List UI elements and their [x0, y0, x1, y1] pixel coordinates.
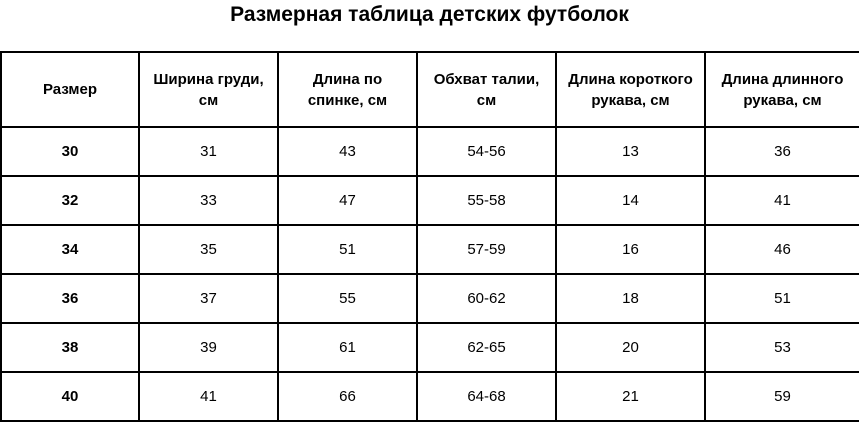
value-cell: 62-65	[416, 322, 557, 373]
size-cell: 40	[0, 371, 140, 422]
value-cell: 66	[277, 371, 418, 422]
column-header: Размер	[0, 51, 140, 128]
value-cell: 33	[138, 175, 279, 226]
value-cell: 54-56	[416, 126, 557, 177]
table-row: 40 41 66 64-68 21 59	[0, 371, 859, 422]
value-cell: 41	[704, 175, 859, 226]
size-cell: 36	[0, 273, 140, 324]
value-cell: 53	[704, 322, 859, 373]
value-cell: 61	[277, 322, 418, 373]
size-table: Размер Ширина груди, см Длина по спинке, с…	[0, 51, 859, 422]
value-cell: 43	[277, 126, 418, 177]
value-cell: 64-68	[416, 371, 557, 422]
value-cell: 55-58	[416, 175, 557, 226]
column-header: Длина по спинке, см	[277, 51, 418, 128]
column-header: Обхват талии, см	[416, 51, 557, 128]
value-cell: 37	[138, 273, 279, 324]
value-cell: 51	[277, 224, 418, 275]
column-header: Длина короткого рукава, см	[555, 51, 706, 128]
table-row: 30 31 43 54-56 13 36	[0, 126, 859, 177]
value-cell: 14	[555, 175, 706, 226]
table-row: 36 37 55 60-62 18 51	[0, 273, 859, 324]
value-cell: 20	[555, 322, 706, 373]
value-cell: 59	[704, 371, 859, 422]
value-cell: 13	[555, 126, 706, 177]
value-cell: 36	[704, 126, 859, 177]
value-cell: 35	[138, 224, 279, 275]
size-cell: 38	[0, 322, 140, 373]
value-cell: 51	[704, 273, 859, 324]
page-title: Размерная таблица детских футболок	[230, 3, 629, 26]
size-cell: 34	[0, 224, 140, 275]
value-cell: 39	[138, 322, 279, 373]
column-header: Ширина груди, см	[138, 51, 279, 128]
value-cell: 57-59	[416, 224, 557, 275]
value-cell: 60-62	[416, 273, 557, 324]
table-row: 34 35 51 57-59 16 46	[0, 224, 859, 275]
value-cell: 18	[555, 273, 706, 324]
value-cell: 31	[138, 126, 279, 177]
size-cell: 32	[0, 175, 140, 226]
value-cell: 46	[704, 224, 859, 275]
value-cell: 41	[138, 371, 279, 422]
value-cell: 47	[277, 175, 418, 226]
value-cell: 55	[277, 273, 418, 324]
size-cell: 30	[0, 126, 140, 177]
value-cell: 21	[555, 371, 706, 422]
table-row: 38 39 61 62-65 20 53	[0, 322, 859, 373]
value-cell: 16	[555, 224, 706, 275]
table-row: 32 33 47 55-58 14 41	[0, 175, 859, 226]
column-header: Длина длинного рукава, см	[704, 51, 859, 128]
